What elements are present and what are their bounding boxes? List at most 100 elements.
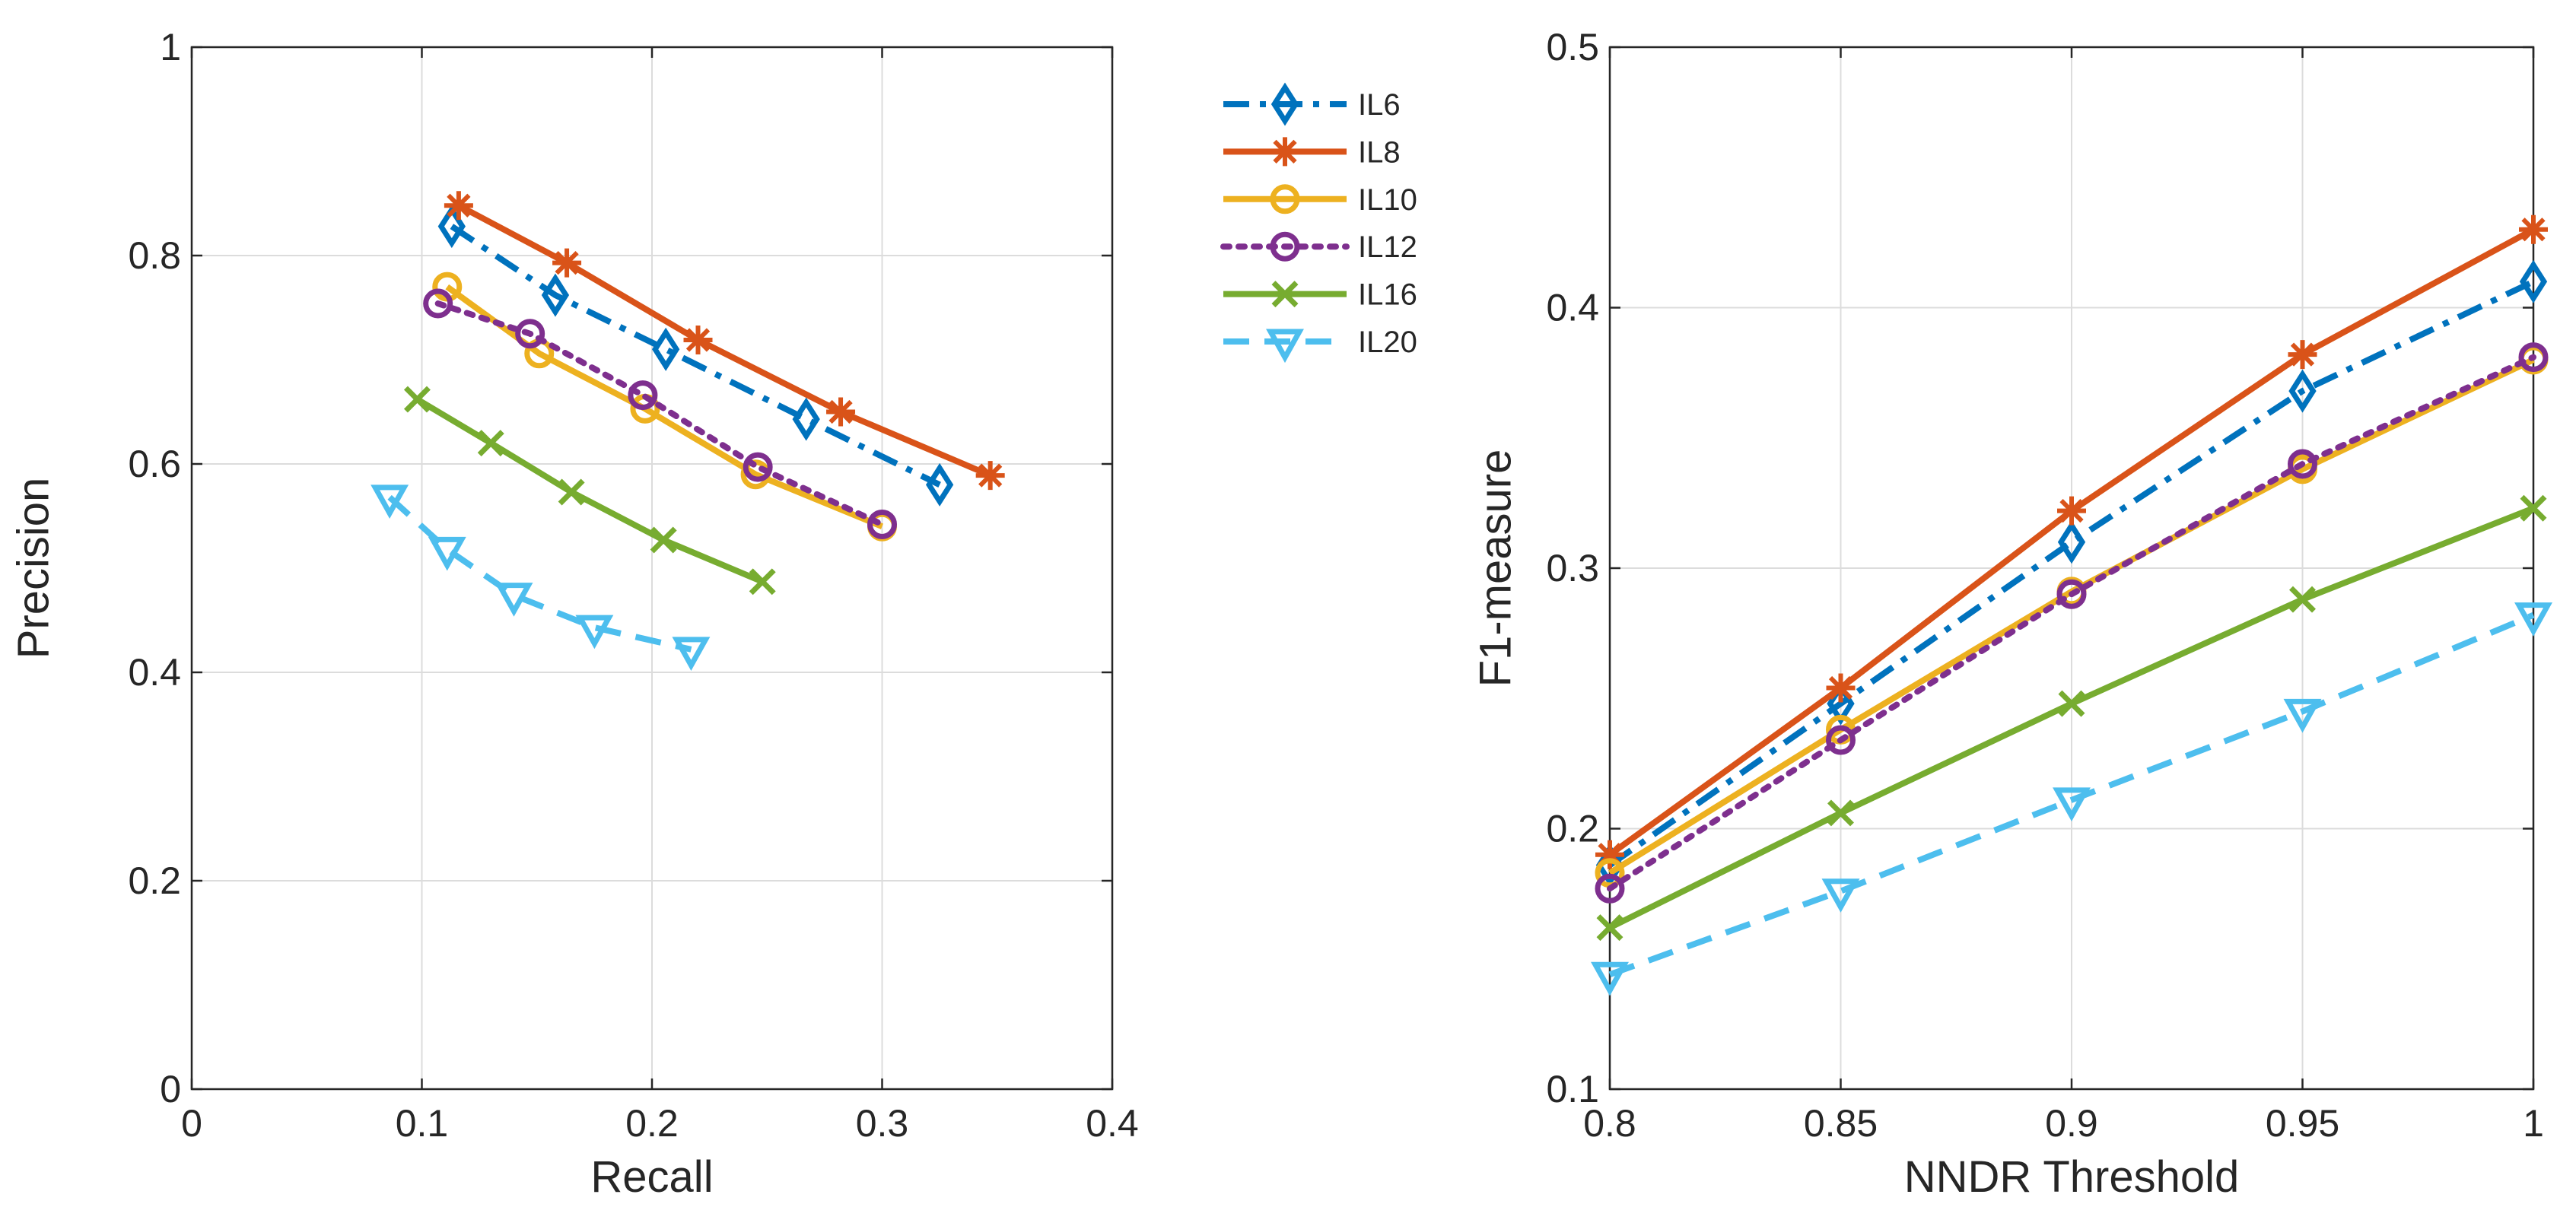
x-tick-label: 0.85 (1804, 1102, 1878, 1145)
legend-item-il10: IL10 (1223, 183, 1417, 217)
data-point-il6 (2057, 520, 2086, 564)
f1-nndr-chart: 0.8 0.85 0.9 0.95 1 0.1 0.2 0.3 0.4 0.5 (1546, 26, 2552, 1145)
legend-marker-il6 (1271, 82, 1299, 126)
data-point-il20 (1821, 878, 1860, 913)
series-il8 (444, 191, 1005, 491)
series-il16 (403, 386, 776, 596)
series-line-il12 (1607, 354, 2536, 892)
data-point-il20 (2053, 787, 2091, 821)
legend-item-il6: IL6 (1223, 82, 1401, 126)
data-point-il6 (2288, 369, 2317, 413)
data-point-il16 (2289, 586, 2316, 613)
data-point-il6 (541, 273, 570, 317)
data-point-il16 (477, 430, 504, 457)
y-tick-label: 1 (160, 26, 181, 68)
data-point-il12 (1826, 725, 1856, 755)
legend-marker-il10 (1270, 184, 1300, 214)
data-point-il12 (2288, 449, 2317, 479)
data-point-il16 (1596, 914, 1624, 942)
x-tick-label: 1 (2523, 1102, 2544, 1145)
data-point-il20 (2283, 698, 2322, 733)
data-point-il12 (515, 319, 545, 349)
data-point-il16 (403, 386, 431, 413)
y-tick-label: 0 (160, 1068, 181, 1110)
data-point-il20 (672, 637, 711, 672)
legend-box (1198, 75, 1449, 371)
data-point-il20 (370, 484, 409, 519)
data-point-il12 (628, 380, 658, 411)
data-point-il6 (792, 397, 820, 441)
data-point-il8 (552, 248, 582, 278)
y-tick-label: 0.5 (1546, 26, 1599, 68)
data-point-il6 (2519, 259, 2548, 303)
legend: IL6 IL8 IL10 IL12 IL16 IL20 (1198, 75, 1449, 371)
x-tick-label: 0.3 (856, 1102, 909, 1145)
legend-label: IL10 (1358, 183, 1417, 217)
legend-item-il20: IL20 (1223, 326, 1417, 364)
series-il8 (1595, 214, 2548, 869)
data-point-il12 (1595, 873, 1625, 904)
data-point-il6 (652, 327, 680, 371)
legend-label: IL8 (1358, 135, 1401, 169)
series-il12 (1595, 342, 2549, 904)
data-point-il8 (975, 461, 1005, 491)
legend-item-il12: IL12 (1220, 230, 1417, 264)
y-tick-label: 0.8 (128, 234, 181, 277)
legend-label: IL6 (1358, 88, 1401, 122)
data-point-il8 (2288, 340, 2317, 370)
legend-marker-il20 (1266, 329, 1304, 364)
y-tick-label: 0.6 (128, 443, 181, 485)
series-line-il20 (387, 494, 692, 653)
x-tick-label: 0.95 (2266, 1102, 2339, 1145)
data-point-il8 (2519, 214, 2548, 244)
data-point-il6 (925, 462, 954, 507)
left-y-axis-label: Precision (8, 478, 58, 659)
data-point-il16 (1827, 799, 1854, 827)
y-tick-label: 0.1 (1546, 1068, 1599, 1110)
series-il12 (423, 288, 897, 539)
right-y-axis-label: F1-measure (1471, 449, 1520, 688)
x-tick-label: 0.9 (2045, 1102, 2098, 1145)
legend-marker-il16 (1271, 281, 1299, 308)
series-line-il6 (1608, 278, 2535, 868)
x-tick-label: 0.1 (396, 1102, 449, 1145)
legend-marker-il12 (1270, 231, 1300, 262)
x-tick-label: 0.2 (625, 1102, 679, 1145)
data-point-il20 (1591, 961, 1629, 996)
data-point-il16 (2520, 494, 2547, 522)
series-il20 (1591, 602, 2552, 996)
legend-label: IL20 (1358, 326, 1417, 359)
data-point-il20 (2514, 602, 2552, 637)
y-tick-label: 0.4 (128, 651, 181, 694)
y-tick-label: 0.2 (1546, 808, 1599, 850)
y-tick-label: 0.4 (1546, 287, 1599, 329)
legend-item-il16: IL16 (1223, 278, 1417, 312)
x-tick-label: 0.4 (1086, 1102, 1139, 1145)
data-point-il16 (2058, 690, 2085, 717)
data-point-il8 (444, 191, 473, 221)
series-il20 (370, 484, 711, 672)
data-point-il20 (495, 583, 533, 617)
x-tick-label: 0.8 (1583, 1102, 1636, 1145)
left-x-axis-label: Recall (590, 1152, 713, 1202)
data-point-il20 (428, 536, 466, 571)
data-point-il12 (2518, 342, 2549, 373)
series-line-il20 (1608, 612, 2535, 978)
data-point-il8 (1595, 840, 1624, 869)
data-point-il6 (437, 205, 466, 249)
legend-label: IL12 (1358, 230, 1417, 264)
data-point-il8 (2057, 496, 2086, 526)
data-point-il8 (1826, 673, 1856, 703)
data-point-il12 (2056, 579, 2087, 609)
data-point-il16 (650, 526, 677, 554)
data-point-il12 (743, 452, 773, 482)
series-il16 (1596, 494, 2547, 942)
series-line-il12 (434, 300, 886, 528)
y-tick-label: 0.2 (128, 859, 181, 902)
data-point-il8 (826, 397, 856, 427)
right-x-axis-label: NNDR Threshold (1904, 1152, 2240, 1202)
data-point-il12 (867, 509, 897, 539)
legend-marker-il8 (1271, 137, 1299, 167)
data-point-il8 (683, 325, 713, 354)
